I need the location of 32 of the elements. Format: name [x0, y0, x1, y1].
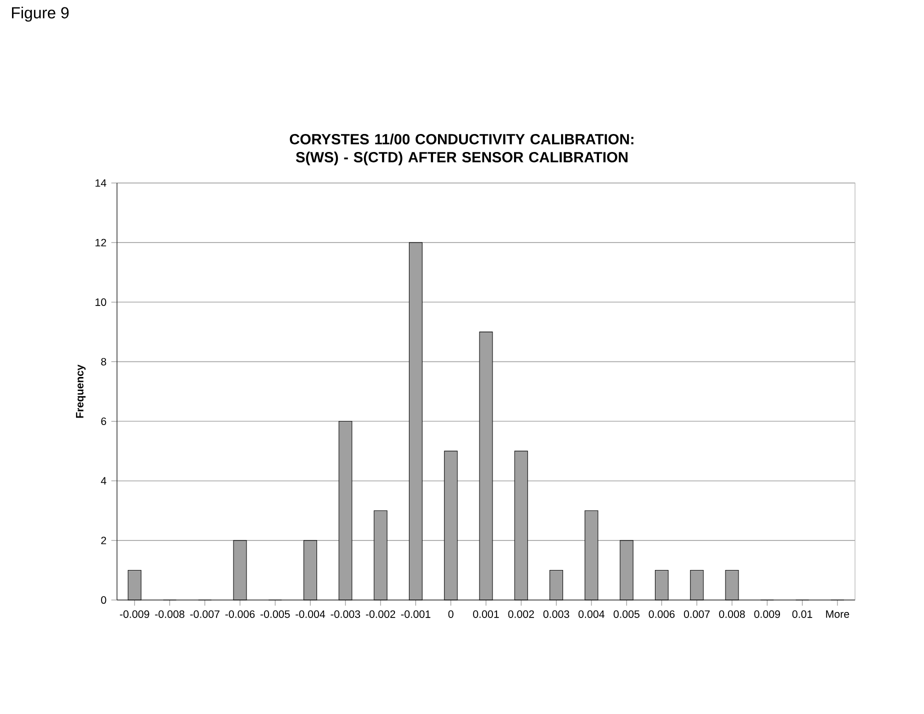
x-tick-label: -0.009 [120, 610, 150, 618]
x-tick-label: 0.01 [792, 610, 812, 618]
x-tick-label: 0.008 [719, 610, 745, 618]
x-tick-label: -0.001 [401, 610, 430, 618]
y-tick-label: 6 [101, 418, 106, 426]
x-tick-label: 0.003 [543, 610, 570, 618]
x-tick-label: 0.009 [754, 610, 780, 618]
y-tick-label: 4 [100, 477, 106, 485]
caption: Figure 9 [12, 6, 69, 22]
x-tick-label: 0.001 [473, 610, 499, 618]
x-tick-label: -0.002 [366, 610, 396, 618]
y-tick-label: 2 [101, 536, 106, 544]
chart-title: CORYSTES 11/00 CONDUCTIVITY CALIBRATION: S(WS) - S(CTD) AFTER SENSOR CALIBRATION [290, 134, 634, 166]
x-tick-label: -0.007 [190, 610, 220, 618]
x-tick-label: -0.004 [296, 610, 326, 618]
y-tick-label: 0 [101, 596, 106, 604]
x-tick-label: 0.006 [648, 610, 675, 618]
x-tick-label: -0.006 [225, 610, 255, 618]
y-axis-title: Frequency [76, 364, 86, 418]
x-tick-label: 0.005 [614, 610, 640, 618]
x-tick-label: 0.004 [578, 610, 604, 618]
x-tick-label: -0.008 [155, 610, 184, 618]
y-tick-label: 12 [96, 238, 106, 246]
x-tick-label: More [826, 610, 850, 618]
x-tick-label: 0.007 [684, 610, 710, 618]
x-tick-label: 0.002 [508, 610, 534, 618]
x-tick-label: 0 [448, 610, 454, 618]
y-tick-label: 8 [101, 358, 106, 366]
x-tick-label: -0.003 [330, 610, 360, 618]
y-tick-label: 10 [96, 298, 106, 306]
x-tick-label: -0.005 [260, 610, 290, 618]
y-tick-label: 14 [96, 179, 106, 187]
